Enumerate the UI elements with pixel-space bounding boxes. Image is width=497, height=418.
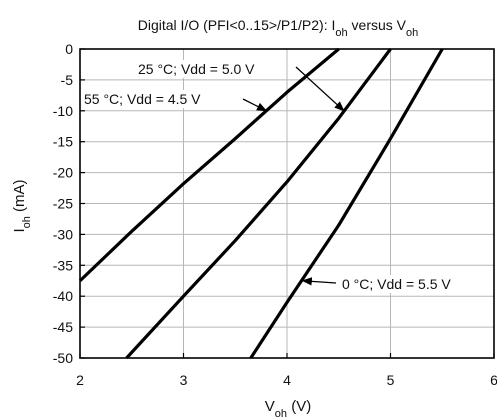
x-axis-label: Voh (V) xyxy=(265,398,311,418)
y-tick-label: -10 xyxy=(53,103,73,119)
y-tick-label: -45 xyxy=(53,319,73,335)
series-layer xyxy=(78,47,444,360)
x-tick-label: 4 xyxy=(283,372,291,388)
x-tick-label: 5 xyxy=(387,372,395,388)
x-tick-label: 2 xyxy=(76,372,84,388)
y-tick-label: -50 xyxy=(53,350,73,366)
y-axis-label-main: I xyxy=(11,228,28,232)
tick-layer: 2 3 4 5 6 0 -5 -10 -15 -20 -25 -30 -35 -40 -45 -50 xyxy=(53,41,497,388)
series-line-3 xyxy=(249,48,444,359)
y-tick-label: -15 xyxy=(53,134,73,150)
annotation-background-3 xyxy=(340,275,454,293)
title-subscript-secondary: oh xyxy=(406,27,418,39)
annotation-label-2: 55 °C; Vdd = 4.5 V xyxy=(84,91,201,107)
annotation-label-3: 0 °C; Vdd = 5.5 V xyxy=(342,276,451,292)
y-tick-label: -25 xyxy=(53,196,73,212)
y-tick-label: 0 xyxy=(65,41,73,57)
y-axis-label: Ioh (mA) xyxy=(11,179,33,232)
x-axis-label-subscript: oh xyxy=(275,408,287,418)
y-tick-label: -35 xyxy=(53,257,73,273)
series-line-1 xyxy=(78,47,340,282)
annotation-arrow-2 xyxy=(242,98,268,112)
x-axis-label-unit: (V) xyxy=(287,398,311,415)
x-tick-label: 6 xyxy=(490,372,497,388)
title-subscript-main: oh xyxy=(335,27,347,39)
y-tick-label: -20 xyxy=(53,165,73,181)
annotation-background-2 xyxy=(82,90,204,108)
x-axis-label-main: V xyxy=(265,398,275,415)
chart-title: Digital I/O (PFI<0..15>/P1/P2): Ioh vers… xyxy=(138,17,419,39)
x-tick-label: 3 xyxy=(180,372,188,388)
y-tick-label: -5 xyxy=(61,72,74,88)
y-tick-label: -30 xyxy=(53,226,73,242)
series-line-2 xyxy=(125,48,392,360)
annotation-label-1: 25 °C; Vdd = 5.0 V xyxy=(138,61,255,77)
y-axis-label-subscript: oh xyxy=(21,216,33,228)
title-middle: versus V xyxy=(348,17,407,33)
y-tick-label: -40 xyxy=(53,288,73,304)
y-axis-label-unit: (mA) xyxy=(11,179,28,216)
annotation-arrow-3 xyxy=(301,277,337,286)
annotation-layer: 25 °C; Vdd = 5.0 V 55 °C; Vdd = 4.5 V 0 °C… xyxy=(82,60,454,293)
annotation-arrow-1 xyxy=(295,66,345,112)
annotation-background-1 xyxy=(136,60,258,78)
title-main: Digital I/O (PFI<0..15>/P1/P2): I xyxy=(138,17,336,33)
